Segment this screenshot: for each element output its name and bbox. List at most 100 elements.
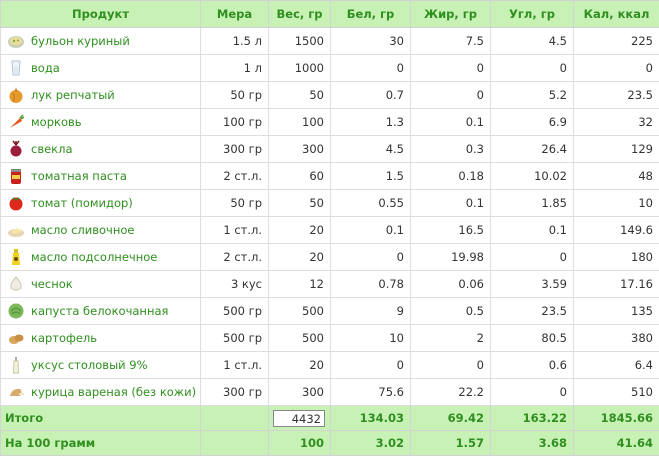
- product-cell: капуста белокочанная: [1, 298, 201, 325]
- product-name[interactable]: томатная паста: [31, 169, 127, 183]
- protein-cell: 75.6: [331, 379, 411, 406]
- product-name[interactable]: капуста белокочанная: [31, 304, 168, 318]
- carbs-cell: 80.5: [491, 325, 574, 352]
- carbs-cell: 3.59: [491, 271, 574, 298]
- carbs-cell: 10.02: [491, 163, 574, 190]
- total-fat: 69.42: [411, 406, 491, 431]
- vinegar-bottle-icon: [7, 356, 25, 374]
- product-cell: масло подсолнечное: [1, 244, 201, 271]
- measure-cell: 2 ст.л.: [201, 244, 269, 271]
- per100-label: На 100 грамм: [1, 431, 201, 456]
- fat-cell: 0.18: [411, 163, 491, 190]
- product-cell: чеснок: [1, 271, 201, 298]
- garlic-icon: [7, 275, 25, 293]
- per100-fat: 1.57: [411, 431, 491, 456]
- per100-weight: 100: [269, 431, 331, 456]
- fat-cell: 0: [411, 352, 491, 379]
- product-cell: томат (помидор): [1, 190, 201, 217]
- kcal-cell: 510: [574, 379, 659, 406]
- measure-cell: 1 ст.л.: [201, 217, 269, 244]
- protein-cell: 0: [331, 55, 411, 82]
- carbs-cell: 23.5: [491, 298, 574, 325]
- weight-cell: 20: [269, 217, 331, 244]
- product-cell: бульон куриный: [1, 28, 201, 55]
- broth-bowl-icon: [7, 32, 25, 50]
- kcal-cell: 48: [574, 163, 659, 190]
- kcal-cell: 10: [574, 190, 659, 217]
- product-name[interactable]: морковь: [31, 115, 82, 129]
- header-carbs: Угл, гр: [491, 1, 574, 28]
- weight-cell: 1000: [269, 55, 331, 82]
- kcal-cell: 32: [574, 109, 659, 136]
- product-cell: лук репчатый: [1, 82, 201, 109]
- total-weight-input[interactable]: 4432: [273, 410, 325, 427]
- product-name[interactable]: вода: [31, 61, 60, 75]
- measure-cell: 3 кус: [201, 271, 269, 298]
- measure-cell: 2 ст.л.: [201, 163, 269, 190]
- measure-cell: 1 л: [201, 55, 269, 82]
- fat-cell: 2: [411, 325, 491, 352]
- header-weight: Вес, гр: [269, 1, 331, 28]
- carbs-cell: 0: [491, 379, 574, 406]
- protein-cell: 1.5: [331, 163, 411, 190]
- product-name[interactable]: бульон куриный: [31, 34, 130, 48]
- fat-cell: 16.5: [411, 217, 491, 244]
- protein-cell: 0: [331, 244, 411, 271]
- total-row: Итого 4432 134.03 69.42 163.22 1845.66: [1, 406, 659, 431]
- kcal-cell: 180: [574, 244, 659, 271]
- product-name[interactable]: уксус столовый 9%: [31, 358, 148, 372]
- weight-cell: 100: [269, 109, 331, 136]
- fat-cell: 0: [411, 82, 491, 109]
- kcal-cell: 6.4: [574, 352, 659, 379]
- product-name[interactable]: чеснок: [31, 277, 73, 291]
- product-cell: свекла: [1, 136, 201, 163]
- per100-kcal: 41.64: [574, 431, 659, 456]
- beet-icon: [7, 140, 25, 158]
- measure-cell: 300 гр: [201, 379, 269, 406]
- product-cell: курица вареная (без кожи): [1, 379, 201, 406]
- product-cell: томатная паста: [1, 163, 201, 190]
- product-cell: морковь: [1, 109, 201, 136]
- product-name[interactable]: масло сливочное: [31, 223, 134, 237]
- protein-cell: 0.1: [331, 217, 411, 244]
- fat-cell: 19.98: [411, 244, 491, 271]
- carbs-cell: 5.2: [491, 82, 574, 109]
- kcal-cell: 380: [574, 325, 659, 352]
- product-name[interactable]: масло подсолнечное: [31, 250, 157, 264]
- fat-cell: 7.5: [411, 28, 491, 55]
- header-fat: Жир, гр: [411, 1, 491, 28]
- tomato-icon: [7, 194, 25, 212]
- tomato-paste-jar-icon: [7, 167, 25, 185]
- product-name[interactable]: свекла: [31, 142, 73, 156]
- protein-cell: 1.3: [331, 109, 411, 136]
- header-product: Продукт: [1, 1, 201, 28]
- weight-cell: 300: [269, 379, 331, 406]
- fat-cell: 0.1: [411, 190, 491, 217]
- weight-cell: 300: [269, 136, 331, 163]
- product-name[interactable]: томат (помидор): [31, 196, 133, 210]
- product-name[interactable]: лук репчатый: [31, 88, 115, 102]
- protein-cell: 0.7: [331, 82, 411, 109]
- product-name[interactable]: картофель: [31, 331, 97, 345]
- total-weight-cell: 4432: [269, 406, 331, 431]
- total-carbs: 163.22: [491, 406, 574, 431]
- kcal-cell: 135: [574, 298, 659, 325]
- product-name[interactable]: курица вареная (без кожи): [31, 385, 196, 399]
- kcal-cell: 0: [574, 55, 659, 82]
- header-protein: Бел, гр: [331, 1, 411, 28]
- carbs-cell: 1.85: [491, 190, 574, 217]
- header-measure: Мера: [201, 1, 269, 28]
- fat-cell: 22.2: [411, 379, 491, 406]
- protein-cell: 0.55: [331, 190, 411, 217]
- carbs-cell: 26.4: [491, 136, 574, 163]
- kcal-cell: 23.5: [574, 82, 659, 109]
